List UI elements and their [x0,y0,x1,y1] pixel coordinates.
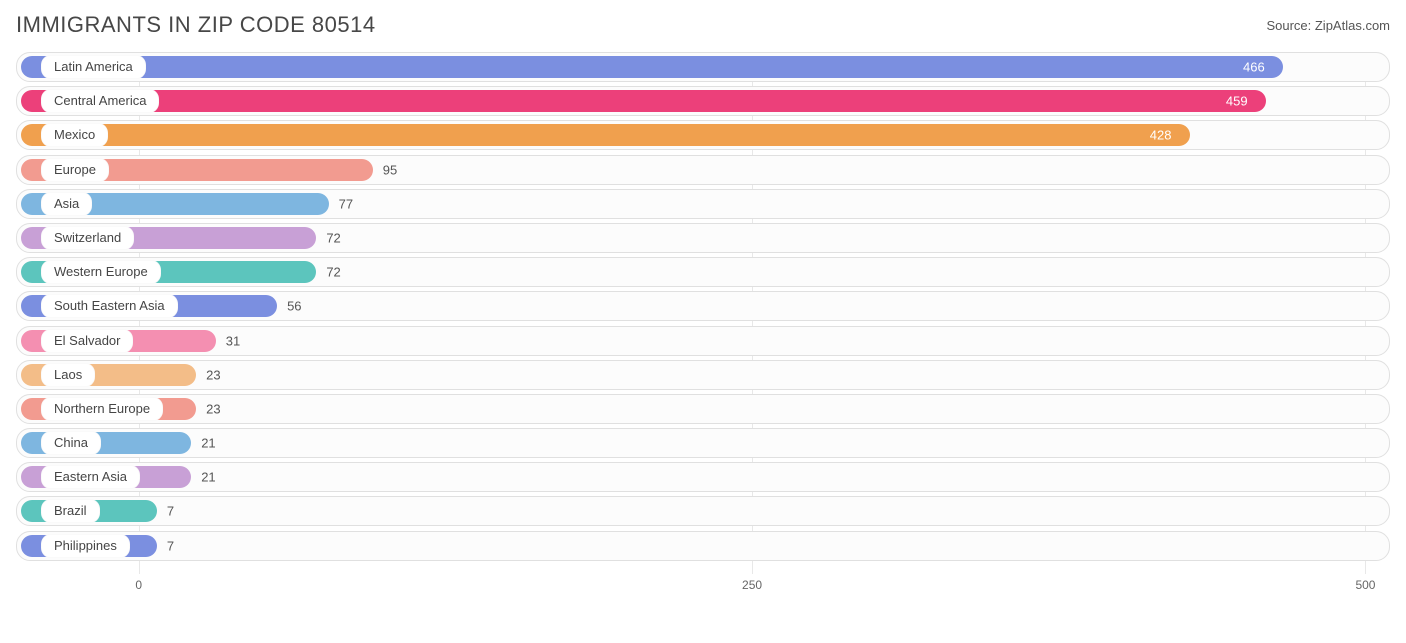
bar-row: Latin America 466 [16,52,1390,82]
axis-tick: 0 [135,578,142,592]
bar-value: 7 [167,538,174,553]
bar-value: 21 [201,436,215,451]
bar-value: 21 [201,470,215,485]
bar-label: Central America [41,89,159,113]
bar-row: Switzerland 72 [16,223,1390,253]
bar-row: Brazil 7 [16,496,1390,526]
bar-row: China 21 [16,428,1390,458]
bar-value: 23 [206,367,220,382]
bar-label: Asia [41,192,92,216]
chart-source: Source: ZipAtlas.com [1266,18,1390,33]
bar-fill [21,124,1190,146]
bar-row: Laos 23 [16,360,1390,390]
bar-label: Mexico [41,123,108,147]
bar-row: Mexico 428 [16,120,1390,150]
bar-value: 72 [326,265,340,280]
bar-fill [21,56,1283,78]
bar-value: 466 [1243,60,1265,75]
bar-label: Switzerland [41,226,134,250]
bar-value: 23 [206,401,220,416]
x-axis: 0 250 500 [16,576,1390,600]
bar-label: China [41,431,101,455]
bar-row: Asia 77 [16,189,1390,219]
bar-value: 459 [1226,94,1248,109]
bar-row: Central America 459 [16,86,1390,116]
bar-value: 77 [339,196,353,211]
bar-label: Western Europe [41,260,161,284]
bar-fill [21,90,1266,112]
bar-row: Northern Europe 23 [16,394,1390,424]
bar-label: Eastern Asia [41,465,140,489]
axis-tick: 500 [1355,578,1375,592]
bar-value: 428 [1150,128,1172,143]
bar-label: Northern Europe [41,397,163,421]
bar-row: Western Europe 72 [16,257,1390,287]
chart-title: IMMIGRANTS IN ZIP CODE 80514 [16,12,376,38]
bar-row: Philippines 7 [16,531,1390,561]
bars-container: Latin America 466 Central America 459 Mexico… [16,52,1390,574]
bar-value: 72 [326,230,340,245]
bar-row: Eastern Asia 21 [16,462,1390,492]
bar-row: Europe 95 [16,155,1390,185]
chart-area: Latin America 466 Central America 459 Mexico… [16,52,1390,600]
bar-row: El Salvador 31 [16,326,1390,356]
bar-label: Brazil [41,499,100,523]
bar-label: Europe [41,158,109,182]
bar-value: 95 [383,162,397,177]
axis-tick: 250 [742,578,762,592]
chart-header: IMMIGRANTS IN ZIP CODE 80514 Source: Zip… [16,12,1390,38]
bar-label: Latin America [41,55,146,79]
bar-label: El Salvador [41,329,133,353]
bar-label: Philippines [41,534,130,558]
bar-value: 56 [287,299,301,314]
bar-value: 7 [167,504,174,519]
bar-label: South Eastern Asia [41,294,178,318]
bar-row: South Eastern Asia 56 [16,291,1390,321]
bar-value: 31 [226,333,240,348]
bar-label: Laos [41,363,95,387]
